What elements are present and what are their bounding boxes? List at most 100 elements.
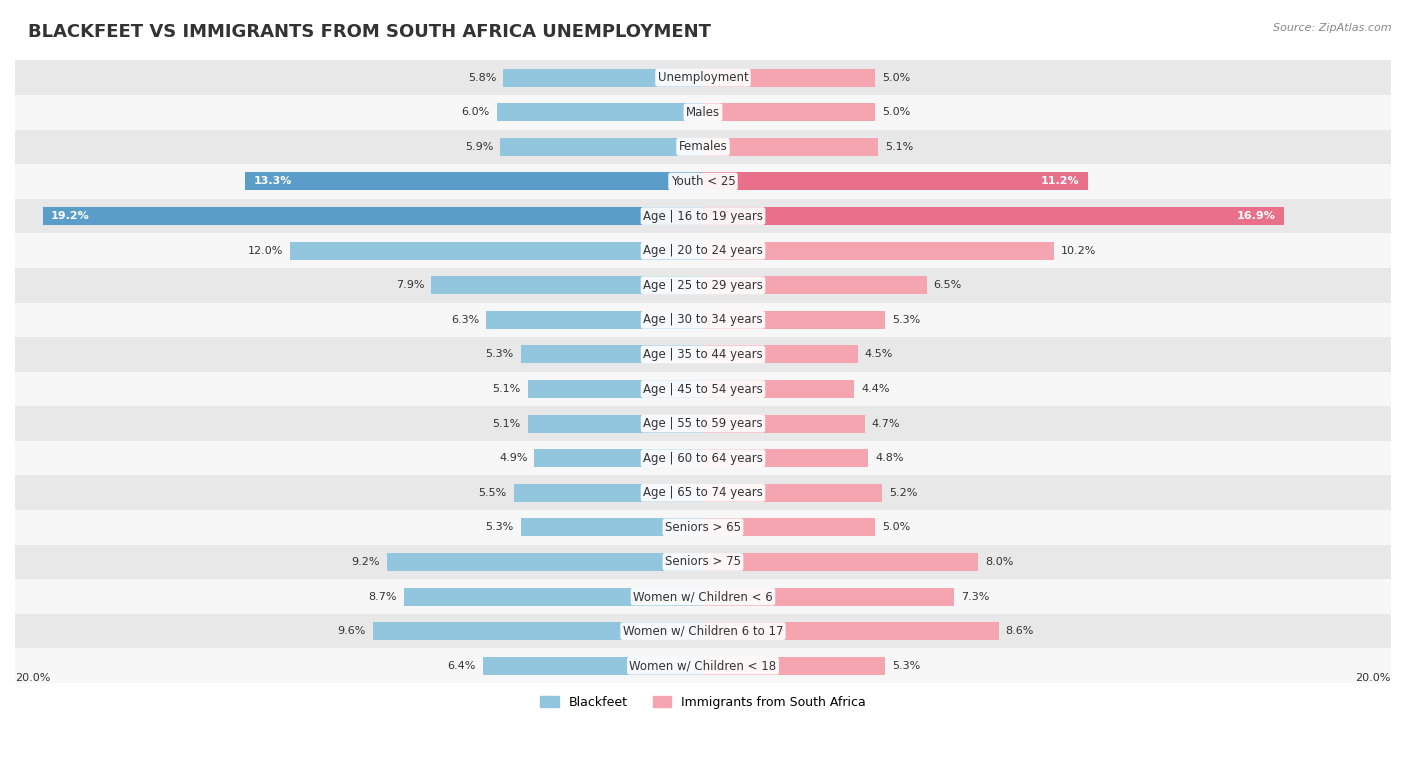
Text: 6.0%: 6.0% (461, 107, 489, 117)
Text: 8.6%: 8.6% (1005, 626, 1033, 636)
Bar (703, 173, 1088, 191)
Text: Age | 60 to 64 years: Age | 60 to 64 years (643, 452, 763, 465)
Bar (15, 475, 1391, 510)
Bar (15, 407, 1391, 441)
Bar (703, 657, 886, 674)
Text: 6.3%: 6.3% (451, 315, 479, 325)
Text: 5.3%: 5.3% (485, 350, 513, 360)
Bar (703, 449, 868, 467)
Bar (703, 622, 998, 640)
Text: 4.4%: 4.4% (862, 384, 890, 394)
Text: Women w/ Children 6 to 17: Women w/ Children 6 to 17 (623, 625, 783, 637)
Bar (520, 519, 703, 537)
Legend: Blackfeet, Immigrants from South Africa: Blackfeet, Immigrants from South Africa (534, 691, 872, 714)
Bar (15, 579, 1391, 614)
Bar (373, 622, 703, 640)
Text: 12.0%: 12.0% (247, 246, 284, 256)
Text: 20.0%: 20.0% (15, 673, 51, 683)
Bar (703, 415, 865, 432)
Bar (42, 207, 703, 225)
Bar (15, 544, 1391, 579)
Bar (15, 164, 1391, 199)
Text: 7.9%: 7.9% (396, 280, 425, 290)
Text: 5.0%: 5.0% (882, 73, 910, 83)
Bar (703, 207, 1284, 225)
Bar (15, 372, 1391, 407)
Text: Age | 16 to 19 years: Age | 16 to 19 years (643, 210, 763, 223)
Text: Source: ZipAtlas.com: Source: ZipAtlas.com (1274, 23, 1392, 33)
Text: Seniors > 65: Seniors > 65 (665, 521, 741, 534)
Bar (387, 553, 703, 571)
Bar (290, 241, 703, 260)
Bar (15, 95, 1391, 129)
Bar (703, 138, 879, 156)
Bar (703, 276, 927, 294)
Text: Age | 45 to 54 years: Age | 45 to 54 years (643, 382, 763, 395)
Bar (15, 233, 1391, 268)
Bar (527, 415, 703, 432)
Bar (703, 484, 882, 502)
Text: 13.3%: 13.3% (254, 176, 292, 186)
Text: 5.1%: 5.1% (492, 384, 520, 394)
Text: 8.0%: 8.0% (986, 557, 1014, 567)
Text: Age | 20 to 24 years: Age | 20 to 24 years (643, 245, 763, 257)
Bar (404, 587, 703, 606)
Text: 5.0%: 5.0% (882, 522, 910, 532)
Bar (703, 587, 955, 606)
Bar (432, 276, 703, 294)
Text: Males: Males (686, 106, 720, 119)
Text: 9.2%: 9.2% (352, 557, 380, 567)
Text: 5.0%: 5.0% (882, 107, 910, 117)
Text: Youth < 25: Youth < 25 (671, 175, 735, 188)
Bar (15, 510, 1391, 544)
Bar (15, 614, 1391, 649)
Bar (15, 129, 1391, 164)
Text: 5.2%: 5.2% (889, 488, 917, 498)
Text: 6.4%: 6.4% (447, 661, 477, 671)
Text: 4.8%: 4.8% (875, 453, 904, 463)
Text: 16.9%: 16.9% (1237, 211, 1275, 221)
Text: 19.2%: 19.2% (51, 211, 90, 221)
Text: Females: Females (679, 140, 727, 154)
Text: Age | 25 to 29 years: Age | 25 to 29 years (643, 279, 763, 291)
Text: Women w/ Children < 6: Women w/ Children < 6 (633, 590, 773, 603)
Bar (15, 303, 1391, 337)
Text: Age | 55 to 59 years: Age | 55 to 59 years (643, 417, 763, 430)
Text: 9.6%: 9.6% (337, 626, 366, 636)
Bar (703, 519, 875, 537)
Text: 5.8%: 5.8% (468, 73, 496, 83)
Text: 5.1%: 5.1% (492, 419, 520, 428)
Text: 8.7%: 8.7% (368, 591, 396, 602)
Bar (496, 103, 703, 121)
Text: 7.3%: 7.3% (960, 591, 990, 602)
Bar (703, 345, 858, 363)
Bar (486, 311, 703, 329)
Bar (15, 441, 1391, 475)
Text: Women w/ Children < 18: Women w/ Children < 18 (630, 659, 776, 672)
Bar (703, 241, 1054, 260)
Bar (482, 657, 703, 674)
Bar (15, 337, 1391, 372)
Bar (15, 268, 1391, 303)
Bar (15, 649, 1391, 683)
Bar (703, 553, 979, 571)
Text: Seniors > 75: Seniors > 75 (665, 556, 741, 569)
Bar (513, 484, 703, 502)
Bar (703, 103, 875, 121)
Text: Age | 35 to 44 years: Age | 35 to 44 years (643, 348, 763, 361)
Bar (503, 69, 703, 87)
Text: BLACKFEET VS IMMIGRANTS FROM SOUTH AFRICA UNEMPLOYMENT: BLACKFEET VS IMMIGRANTS FROM SOUTH AFRIC… (28, 23, 711, 41)
Text: 20.0%: 20.0% (1355, 673, 1391, 683)
Bar (15, 61, 1391, 95)
Text: Unemployment: Unemployment (658, 71, 748, 84)
Text: 4.9%: 4.9% (499, 453, 527, 463)
Bar (703, 380, 855, 398)
Bar (15, 199, 1391, 233)
Text: 11.2%: 11.2% (1040, 176, 1080, 186)
Bar (703, 69, 875, 87)
Text: Age | 30 to 34 years: Age | 30 to 34 years (643, 313, 763, 326)
Text: 5.1%: 5.1% (886, 142, 914, 152)
Text: 10.2%: 10.2% (1060, 246, 1097, 256)
Bar (703, 311, 886, 329)
Text: 4.5%: 4.5% (865, 350, 893, 360)
